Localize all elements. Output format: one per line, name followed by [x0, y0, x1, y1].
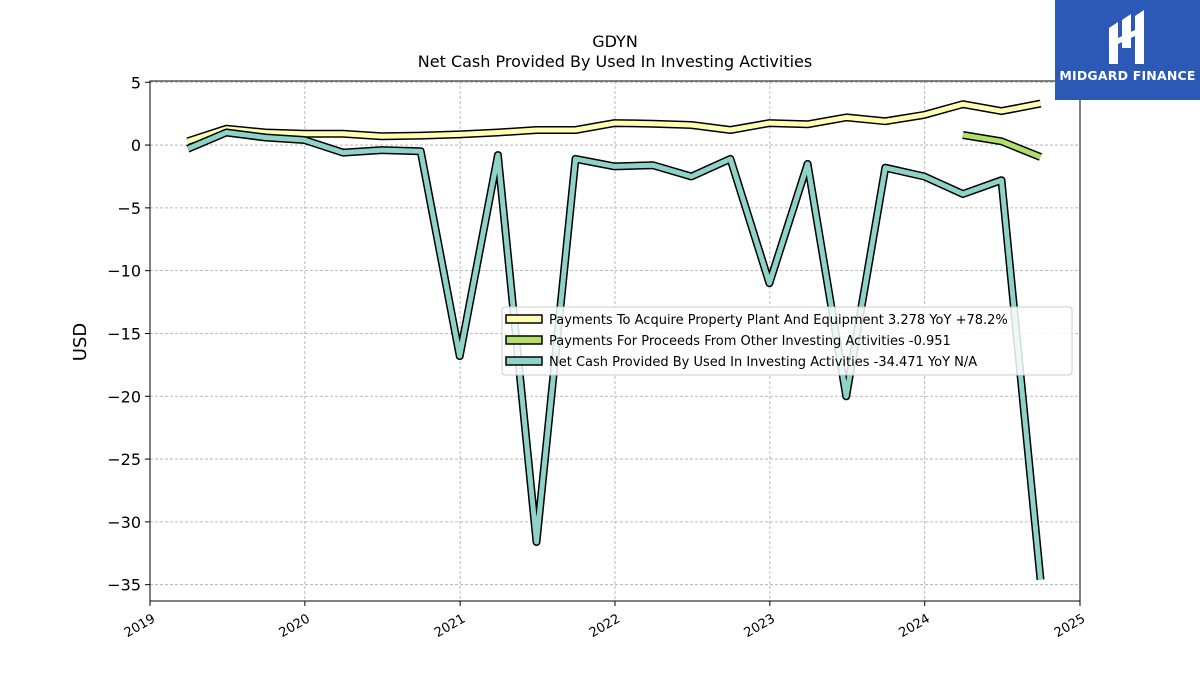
- series-line: [962, 132, 1042, 160]
- legend-swatch: [505, 335, 543, 345]
- y-tick-label: −10: [107, 262, 141, 281]
- x-tick-label: 2024: [897, 611, 933, 641]
- y-tick-label: 5: [131, 73, 141, 92]
- series-1: [186, 99, 1042, 146]
- legend-label: Payments For Proceeds From Other Investi…: [549, 334, 951, 349]
- x-tick-label: 2021: [432, 611, 468, 641]
- chart-title: GDYN: [592, 32, 638, 51]
- y-tick-label: 0: [131, 136, 141, 155]
- legend-label: Payments To Acquire Property Plant And E…: [549, 313, 1008, 328]
- x-tick-label: 2022: [587, 611, 623, 641]
- series-3: [186, 128, 1045, 580]
- x-tick-label: 2019: [122, 611, 158, 641]
- series-line: [186, 130, 1043, 580]
- legend-swatch: [505, 356, 543, 366]
- brand-logo: MIDGARD FINANCE: [1055, 0, 1200, 100]
- y-tick-label: −30: [107, 513, 141, 532]
- legend-box: [501, 306, 1073, 376]
- legend-swatch: [505, 314, 543, 324]
- series-layer: [186, 99, 1045, 580]
- y-tick-label: −35: [107, 576, 141, 595]
- x-tick-label: 2025: [1052, 611, 1088, 641]
- legend: Payments To Acquire Property Plant And E…: [501, 306, 1073, 376]
- legend-label: Net Cash Provided By Used In Investing A…: [549, 355, 977, 370]
- logo-icon: [1109, 10, 1144, 64]
- y-tick-label: −5: [117, 199, 141, 218]
- series-2: [962, 131, 1042, 161]
- series-line: [187, 101, 1041, 144]
- y-tick-label: −15: [107, 324, 141, 343]
- y-tick-label: −20: [107, 387, 141, 406]
- y-tick-label: −25: [107, 450, 141, 469]
- chart-subtitle: Net Cash Provided By Used In Investing A…: [418, 52, 812, 71]
- logo-text: MIDGARD FINANCE: [1059, 68, 1196, 83]
- x-tick-label: 2020: [277, 611, 313, 641]
- x-tick-label: 2023: [742, 611, 778, 641]
- y-axis-label: USD: [70, 323, 91, 361]
